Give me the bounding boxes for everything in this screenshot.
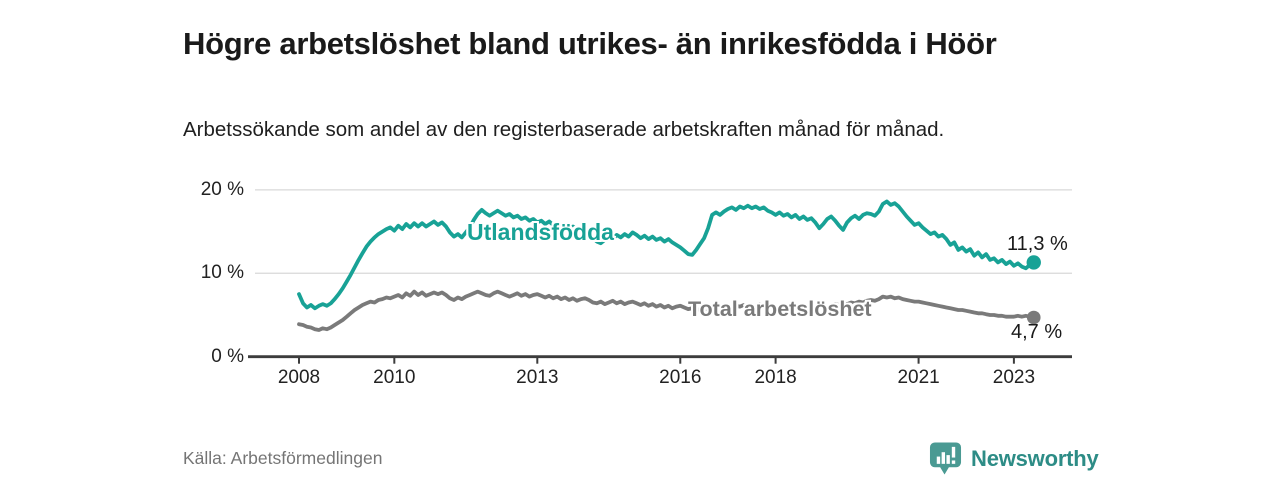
series-label-utlandsfodda: Utlandsfödda — [467, 219, 614, 245]
series-label-total-arbetsloshet: Total arbetslöshet — [688, 297, 872, 321]
line-chart-plot-area — [248, 189, 1072, 364]
x-tick-label: 2018 — [754, 367, 797, 388]
end-value-label-total-arbetsloshet: 4,7 % — [1011, 321, 1063, 343]
newsworthy-speech-bubble-chart-icon — [929, 442, 962, 475]
chart-title: Högre arbetslöshet bland utrikes- än inr… — [183, 25, 997, 61]
x-tick-label: 2023 — [992, 367, 1036, 388]
x-tick-label: 2021 — [897, 367, 940, 388]
x-tick-label: 2013 — [516, 367, 559, 388]
y-tick-label: 0 % — [211, 345, 244, 367]
end-value-label-utlandsfodda: 11,3 % — [1007, 233, 1068, 255]
newsworthy-logo[interactable]: Newsworthy — [929, 441, 1099, 477]
source-credit: Källa: Arbetsförmedlingen — [183, 448, 383, 468]
y-tick-label: 10 % — [200, 262, 244, 284]
x-tick-label: 2016 — [659, 367, 702, 388]
newsworthy-wordmark: Newsworthy — [971, 446, 1099, 471]
y-tick-label: 20 % — [200, 178, 244, 200]
x-tick-label: 2010 — [373, 367, 416, 388]
chart-subtitle: Arbetssökande som andel av den registerb… — [183, 117, 945, 141]
x-tick-label: 2008 — [277, 367, 321, 388]
